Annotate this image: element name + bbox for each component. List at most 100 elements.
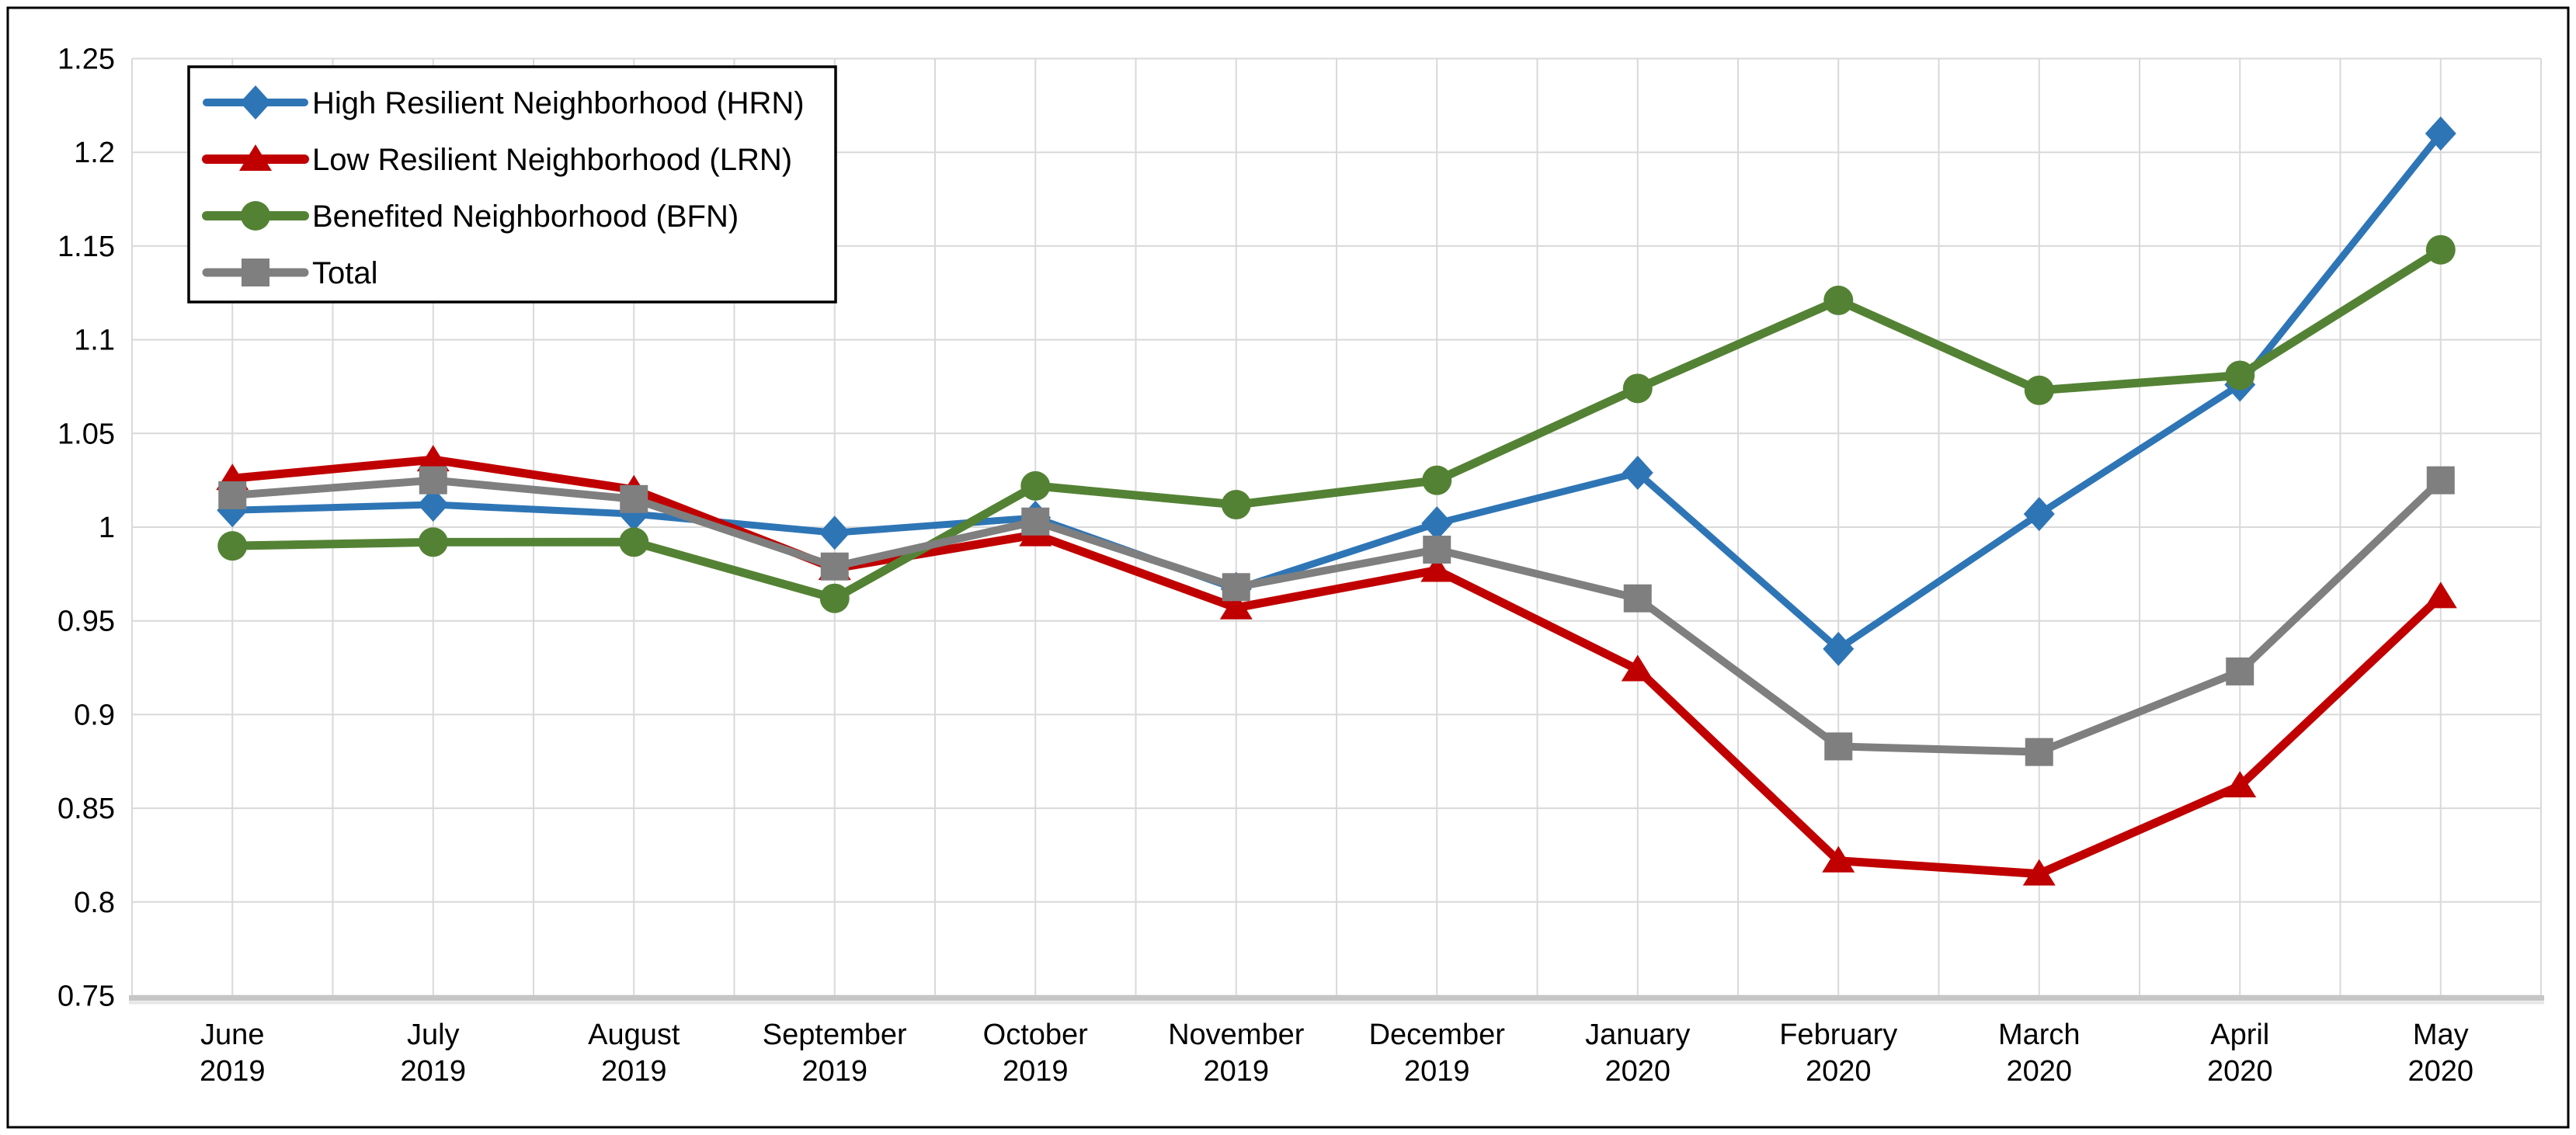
marker-circle-bfn <box>217 531 248 561</box>
marker-circle-bfn <box>1622 373 1653 404</box>
marker-square-total <box>1222 573 1250 602</box>
x-tick-year: 2020 <box>1806 1055 1872 1088</box>
x-tick-label: June 2019 <box>200 1019 266 1088</box>
series-bfn <box>217 234 2456 613</box>
marker-triangle-lrn <box>1420 555 1454 582</box>
x-tick-month: November <box>1168 1019 1305 1051</box>
y-tick-label: 0.95 <box>57 606 115 638</box>
marker-square-total <box>1021 507 1050 536</box>
y-tick-label: 1.2 <box>74 137 115 169</box>
marker-square-total <box>2226 657 2254 686</box>
marker-diamond-hrn <box>819 515 850 550</box>
y-tick-label: 0.75 <box>57 981 115 1013</box>
legend-label-lrn: Low Resilient Neighborhood (LRN) <box>312 143 792 177</box>
x-tick-label: March 2020 <box>1998 1019 2081 1088</box>
series-line-hrn <box>228 130 2445 653</box>
data-series <box>216 116 2457 886</box>
x-tick-label: January 2020 <box>1585 1019 1690 1088</box>
x-axis-tick-labels: June2019July2019August2019September2019O… <box>200 1019 2473 1088</box>
legend-marker-diamond-hrn <box>240 85 271 120</box>
legend: High Resilient Neighborhood (HRN) Low Re… <box>187 65 837 304</box>
marker-circle-bfn <box>418 527 448 557</box>
x-tick-year: 2020 <box>2407 1055 2473 1088</box>
legend-swatch-bfn-circle-icon <box>202 201 309 231</box>
x-tick-label: December 2019 <box>1369 1019 1506 1088</box>
marker-circle-bfn <box>619 527 649 557</box>
x-tick-year: 2019 <box>1203 1055 1269 1088</box>
marker-triangle-lrn <box>2223 771 2257 798</box>
x-tick-year: 2019 <box>801 1055 867 1088</box>
x-tick-month: July <box>407 1019 460 1051</box>
x-tick-year: 2020 <box>2006 1055 2072 1088</box>
marker-triangle-lrn <box>1219 592 1253 620</box>
x-tick-month: October <box>983 1019 1089 1051</box>
x-axis-line <box>129 995 2544 1005</box>
marker-square-total <box>1824 732 1853 761</box>
y-tick-label: 1.15 <box>57 231 115 263</box>
x-tick-label: April 2020 <box>2207 1019 2273 1088</box>
series-line-total <box>228 476 2445 756</box>
x-tick-label: May 2020 <box>2407 1019 2473 1088</box>
y-tick-label: 0.8 <box>74 887 115 919</box>
x-tick-month: April <box>2210 1019 2269 1051</box>
x-tick-label: July 2019 <box>400 1019 466 1088</box>
legend-label-bfn: Benefited Neighborhood (BFN) <box>312 200 739 234</box>
marker-triangle-lrn <box>2022 859 2056 886</box>
marker-diamond-hrn <box>1622 455 1653 490</box>
y-tick-label: 1.1 <box>74 325 115 357</box>
legend-swatch-lrn-triangle-icon <box>202 144 309 171</box>
legend-label-total: Total <box>312 256 378 290</box>
marker-square-total <box>1623 584 1652 613</box>
marker-diamond-hrn <box>417 488 449 522</box>
y-tick-label: 1.25 <box>57 43 115 76</box>
marker-diamond-hrn <box>1421 506 1453 541</box>
x-tick-year: 2019 <box>400 1055 466 1088</box>
y-tick-label: 0.9 <box>74 699 115 731</box>
x-tick-month: June <box>200 1019 264 1051</box>
legend-entry-hrn: High Resilient Neighborhood (HRN) <box>203 85 805 120</box>
y-tick-label: 0.85 <box>57 793 115 825</box>
legend-marker-square-total <box>242 259 269 286</box>
x-tick-year: 2020 <box>2207 1055 2273 1088</box>
marker-triangle-lrn <box>416 445 450 472</box>
marker-circle-bfn <box>1823 285 1854 315</box>
x-tick-label: November 2019 <box>1168 1019 1305 1088</box>
legend-marker-triangle-lrn <box>239 144 272 171</box>
marker-triangle-lrn <box>1621 654 1654 682</box>
x-tick-month: December <box>1369 1019 1506 1051</box>
x-tick-month: January <box>1585 1019 1690 1051</box>
marker-square-total <box>2426 466 2455 495</box>
marker-square-total <box>419 466 447 495</box>
legend-entry-bfn: Benefited Neighborhood (BFN) <box>202 200 739 234</box>
marker-circle-bfn <box>1422 465 1452 495</box>
marker-circle-bfn <box>2225 360 2255 390</box>
x-tick-year: 2019 <box>200 1055 266 1088</box>
marker-triangle-lrn <box>2424 581 2457 609</box>
x-tick-label: September 2019 <box>763 1019 907 1088</box>
x-tick-year: 2019 <box>1003 1055 1069 1088</box>
marker-diamond-hrn <box>2425 116 2456 151</box>
x-tick-year: 2019 <box>601 1055 667 1088</box>
series-total <box>218 466 2455 766</box>
x-tick-label: February 2020 <box>1779 1019 1897 1088</box>
marker-circle-bfn <box>2024 375 2054 405</box>
x-tick-month: February <box>1779 1019 1897 1051</box>
marker-circle-bfn <box>819 583 850 613</box>
legend-swatch-total-square-icon <box>202 259 309 286</box>
x-tick-month: September <box>763 1019 907 1051</box>
marker-diamond-hrn <box>2023 497 2055 532</box>
x-tick-month: May <box>2413 1019 2469 1051</box>
legend-marker-circle-bfn <box>241 201 270 231</box>
legend-swatch-hrn-diamond-icon <box>203 85 308 120</box>
legend-label-hrn: High Resilient Neighborhood (HRN) <box>312 86 805 120</box>
y-tick-label: 1 <box>99 512 115 544</box>
marker-circle-bfn <box>1020 470 1051 501</box>
marker-square-total <box>2025 738 2053 766</box>
marker-square-total <box>1423 535 1451 564</box>
legend-entry-lrn: Low Resilient Neighborhood (LRN) <box>202 143 792 177</box>
y-axis-tick-labels: 1.25 1.2 1.15 1.1 1.05 1 0.95 0.9 0.85 0.8 0.75 <box>57 43 115 1013</box>
series-line-lrn <box>228 455 2446 879</box>
x-tick-year: 2019 <box>1404 1055 1470 1088</box>
series-line-bfn <box>228 245 2446 603</box>
